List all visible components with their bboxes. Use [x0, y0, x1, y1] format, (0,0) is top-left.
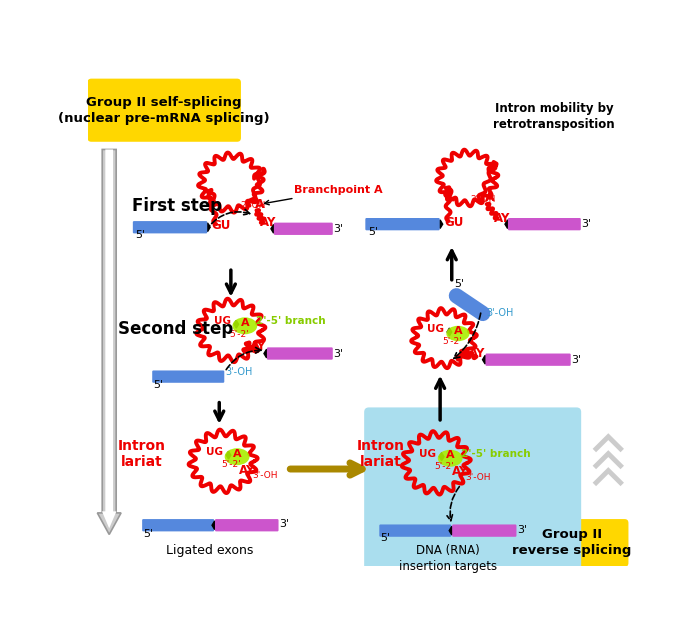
Text: A: A	[454, 326, 463, 336]
Text: 3': 3'	[571, 355, 581, 364]
Text: A: A	[233, 449, 242, 459]
Text: 5': 5'	[153, 380, 164, 390]
Polygon shape	[226, 452, 231, 459]
Text: 5': 5'	[381, 534, 391, 543]
Text: 5': 5'	[368, 227, 378, 237]
Text: AY: AY	[239, 464, 255, 476]
Text: 3'-OH: 3'-OH	[225, 367, 253, 377]
Text: A: A	[255, 198, 265, 211]
Text: 5': 5'	[144, 529, 153, 539]
Polygon shape	[212, 521, 217, 529]
Text: 3'-OH: 3'-OH	[252, 471, 277, 480]
Polygon shape	[102, 149, 116, 529]
Text: AY: AY	[494, 212, 511, 225]
Polygon shape	[505, 220, 510, 228]
FancyBboxPatch shape	[267, 347, 332, 360]
Text: Intron
lariat: Intron lariat	[356, 438, 405, 469]
Text: GU: GU	[211, 219, 231, 232]
Text: A: A	[241, 318, 250, 328]
Text: AY: AY	[260, 216, 276, 230]
Text: 2'-5' branch: 2'-5' branch	[256, 316, 326, 326]
Ellipse shape	[225, 448, 249, 465]
FancyBboxPatch shape	[452, 525, 517, 537]
Text: A: A	[485, 191, 495, 205]
Text: UG: UG	[206, 447, 223, 457]
Polygon shape	[438, 220, 442, 228]
FancyBboxPatch shape	[365, 218, 440, 230]
Text: 5'-2': 5'-2'	[230, 329, 249, 338]
Text: Intron mobility by
retrotransposition: Intron mobility by retrotransposition	[494, 102, 615, 131]
Text: 2'-5' branch: 2'-5' branch	[461, 449, 531, 459]
Text: AY: AY	[452, 465, 468, 478]
Text: 3': 3'	[517, 525, 528, 535]
Polygon shape	[205, 223, 210, 232]
Text: 3': 3'	[333, 349, 343, 359]
FancyBboxPatch shape	[133, 221, 207, 233]
Text: 3': 3'	[279, 520, 289, 529]
Text: First step: First step	[132, 197, 223, 215]
Text: Group II self-splicing
(nuclear pre-mRNA splicing): Group II self-splicing (nuclear pre-mRNA…	[58, 95, 270, 125]
FancyBboxPatch shape	[215, 519, 279, 532]
FancyBboxPatch shape	[379, 525, 452, 537]
Polygon shape	[234, 321, 239, 328]
Text: 2'-OH: 2'-OH	[470, 195, 496, 204]
Text: 2'-OH: 2'-OH	[240, 201, 265, 210]
Text: 5'-2': 5'-2'	[435, 462, 454, 471]
Text: Branchpoint A: Branchpoint A	[265, 185, 383, 205]
FancyBboxPatch shape	[274, 223, 332, 235]
Text: Ligated exons: Ligated exons	[167, 544, 253, 556]
Text: 5': 5'	[136, 230, 146, 240]
Ellipse shape	[447, 326, 470, 341]
Polygon shape	[97, 149, 121, 534]
Text: UG: UG	[419, 449, 436, 459]
Text: Second step: Second step	[118, 320, 234, 338]
Polygon shape	[447, 328, 452, 336]
Ellipse shape	[438, 450, 463, 467]
FancyBboxPatch shape	[508, 218, 581, 230]
Ellipse shape	[232, 317, 257, 335]
FancyBboxPatch shape	[88, 79, 241, 142]
Text: 5'-2': 5'-2'	[222, 460, 242, 469]
Text: 3': 3'	[333, 224, 343, 234]
FancyBboxPatch shape	[152, 370, 224, 383]
FancyBboxPatch shape	[486, 354, 570, 366]
FancyBboxPatch shape	[364, 408, 581, 570]
Polygon shape	[482, 356, 488, 364]
Polygon shape	[449, 527, 454, 535]
Text: 3'-OH: 3'-OH	[465, 473, 491, 482]
Text: AY: AY	[251, 340, 267, 354]
Text: UG: UG	[427, 324, 444, 334]
Text: 3': 3'	[581, 219, 592, 229]
Text: Group II
reverse splicing: Group II reverse splicing	[512, 529, 631, 557]
Text: Intron
lariat: Intron lariat	[118, 438, 166, 469]
Polygon shape	[271, 225, 276, 233]
FancyBboxPatch shape	[516, 519, 629, 567]
Text: UG: UG	[214, 316, 231, 326]
Text: DNA (RNA)
insertion targets: DNA (RNA) insertion targets	[399, 544, 497, 573]
Text: AY: AY	[469, 347, 485, 359]
FancyBboxPatch shape	[142, 519, 214, 532]
Text: 5': 5'	[454, 279, 464, 289]
Text: 5'-2': 5'-2'	[442, 337, 462, 346]
Text: 3'-OH: 3'-OH	[486, 308, 513, 319]
Text: A: A	[447, 450, 455, 460]
Text: GU: GU	[444, 216, 463, 229]
Polygon shape	[440, 453, 444, 460]
Polygon shape	[264, 349, 269, 358]
